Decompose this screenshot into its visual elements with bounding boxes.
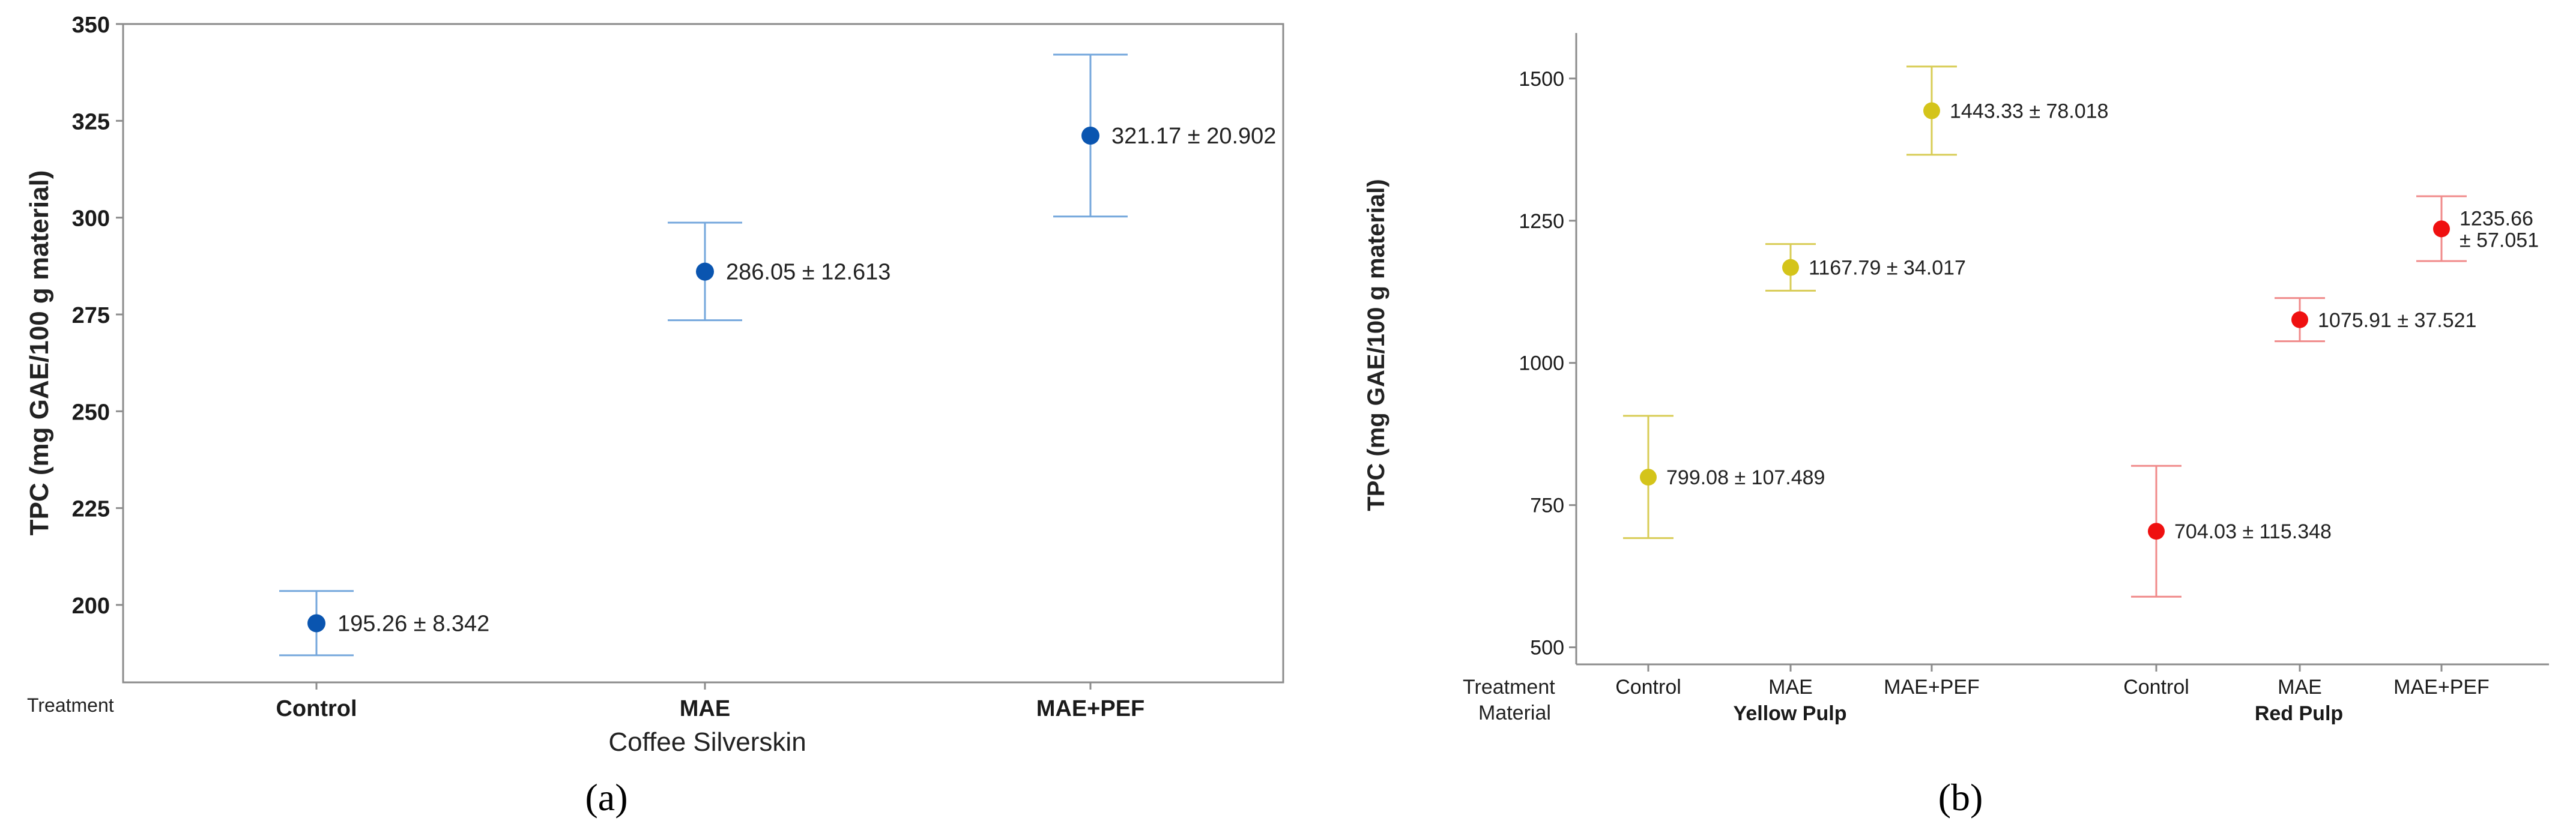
panel-b-x-category-mae-4: MAE [2278,676,2322,699]
panel-b-y-axis-title: TPC (mg GAE/100 g material) [1363,179,1389,511]
panel-b-data-label-5-1: ± 57.051 [2460,229,2539,251]
panel-b-x-category-mae-pef-2: MAE+PEF [1884,676,1980,699]
panel-b-y-tick-label-500: 500 [1530,637,1564,660]
panel-a-data-label-control: 195.26 ± 8.342 [337,612,489,637]
panel-b-x-category-control-0: Control [1615,676,1681,699]
panel-b-x-categories: Control MAE MAE+PEF Control MAE MAE+PEF [1615,664,2490,699]
panel-b-points: 799.08 ± 107.489 1167.79 ± 34.017 1443.33 … [1623,65,2539,598]
panel-b-point-1-1 [2291,311,2308,328]
panel-b-y-tick-label-1250: 1250 [1519,210,1564,233]
panel-b-point-0-1 [1782,259,1799,276]
panel-b-y-ticks: 500 750 1000 1250 1500 [1519,68,1576,660]
panel-a-row-label-treatment: Treatment [27,694,114,716]
panel-a-y-tick-label-250: 250 [72,400,110,425]
panel-b-data-label-3-0: 704.03 ± 115.348 [2174,520,2332,543]
panel-a-point-mae [696,262,714,281]
panel-b-point-0-2 [1923,102,1940,119]
panel-a-y-tick-label-350: 350 [72,13,110,38]
panel-a-y-axis-title: TPC (mg GAE/100 g material) [25,170,54,536]
panel-b-y-tick-label-750: 750 [1530,495,1564,517]
panel-a-y-tick-label-225: 225 [72,497,110,522]
panel-b-data-label-0-0: 799.08 ± 107.489 [1666,466,1825,489]
panel-b-chart: 500 750 1000 1250 1500 799.08 ± 107.489 1167.… [1363,33,2549,819]
panel-a-point-control [307,614,325,633]
panel-b-data-label-1-0: 1167.79 ± 34.017 [1809,257,1966,280]
panel-b-group-label-yellow-pulp: Yellow Pulp [1734,702,1847,725]
panel-a-y-tick-label-325: 325 [72,109,110,134]
panel-a-y-ticks: 200 225 250 275 300 325 350 [72,13,123,619]
panel-a-chart: 200 225 250 275 300 325 350 195.26 ± 8.342 286.… [25,13,1284,819]
panel-a-caption: (a) [585,776,627,819]
panel-a-points: 195.26 ± 8.342 286.05 ± 12.613 321.17 ± 20… [279,53,1276,657]
panel-b-x-category-mae-1: MAE [1768,676,1813,699]
panel-a-x-axis-title: Coffee Silverskin [608,727,806,757]
panel-a-x-categories: Control MAE MAE+PEF [276,682,1144,721]
panel-b-x-category-mae-pef-5: MAE+PEF [2393,676,2490,699]
panel-b-point-0-0 [1640,469,1657,486]
panel-a-data-label-mae-pef: 321.17 ± 20.902 [1111,124,1276,149]
panel-b-data-label-4-0: 1075.91 ± 37.521 [2318,309,2476,332]
panel-a-y-tick-label-200: 200 [72,594,110,619]
panel-b-data-label-2-0: 1443.33 ± 78.018 [1950,100,2108,123]
panel-b-group-label-red-pulp: Red Pulp [2255,702,2343,725]
panel-a-data-label-mae: 286.05 ± 12.613 [726,260,890,285]
panel-a-point-mae-pef [1081,127,1099,145]
panel-b-y-tick-label-1000: 1000 [1519,352,1564,375]
panel-b-x-category-control-3: Control [2123,676,2189,699]
panel-b-material-groups: Yellow Pulp Red Pulp [1734,702,2344,725]
panel-b-row-label-treatment: Treatment [1463,676,1555,699]
panel-b-y-tick-label-1500: 1500 [1519,68,1564,91]
panel-a-x-category-mae-pef: MAE+PEF [1036,696,1145,721]
panel-b-caption: (b) [1938,776,1983,819]
panel-b-row-label-material: Material [1478,702,1551,724]
panel-a-x-category-control: Control [276,696,357,721]
panel-a-x-category-mae: MAE [680,696,730,721]
panel-a-plot-frame [122,23,1284,684]
panel-b-data-label-5-0: 1235.66 [2460,207,2533,230]
panel-b-point-1-2 [2433,220,2450,238]
panel-a-y-tick-label-275: 275 [72,303,110,328]
panel-a-y-tick-label-300: 300 [72,206,110,232]
panel-b-point-1-0 [2148,523,2165,540]
